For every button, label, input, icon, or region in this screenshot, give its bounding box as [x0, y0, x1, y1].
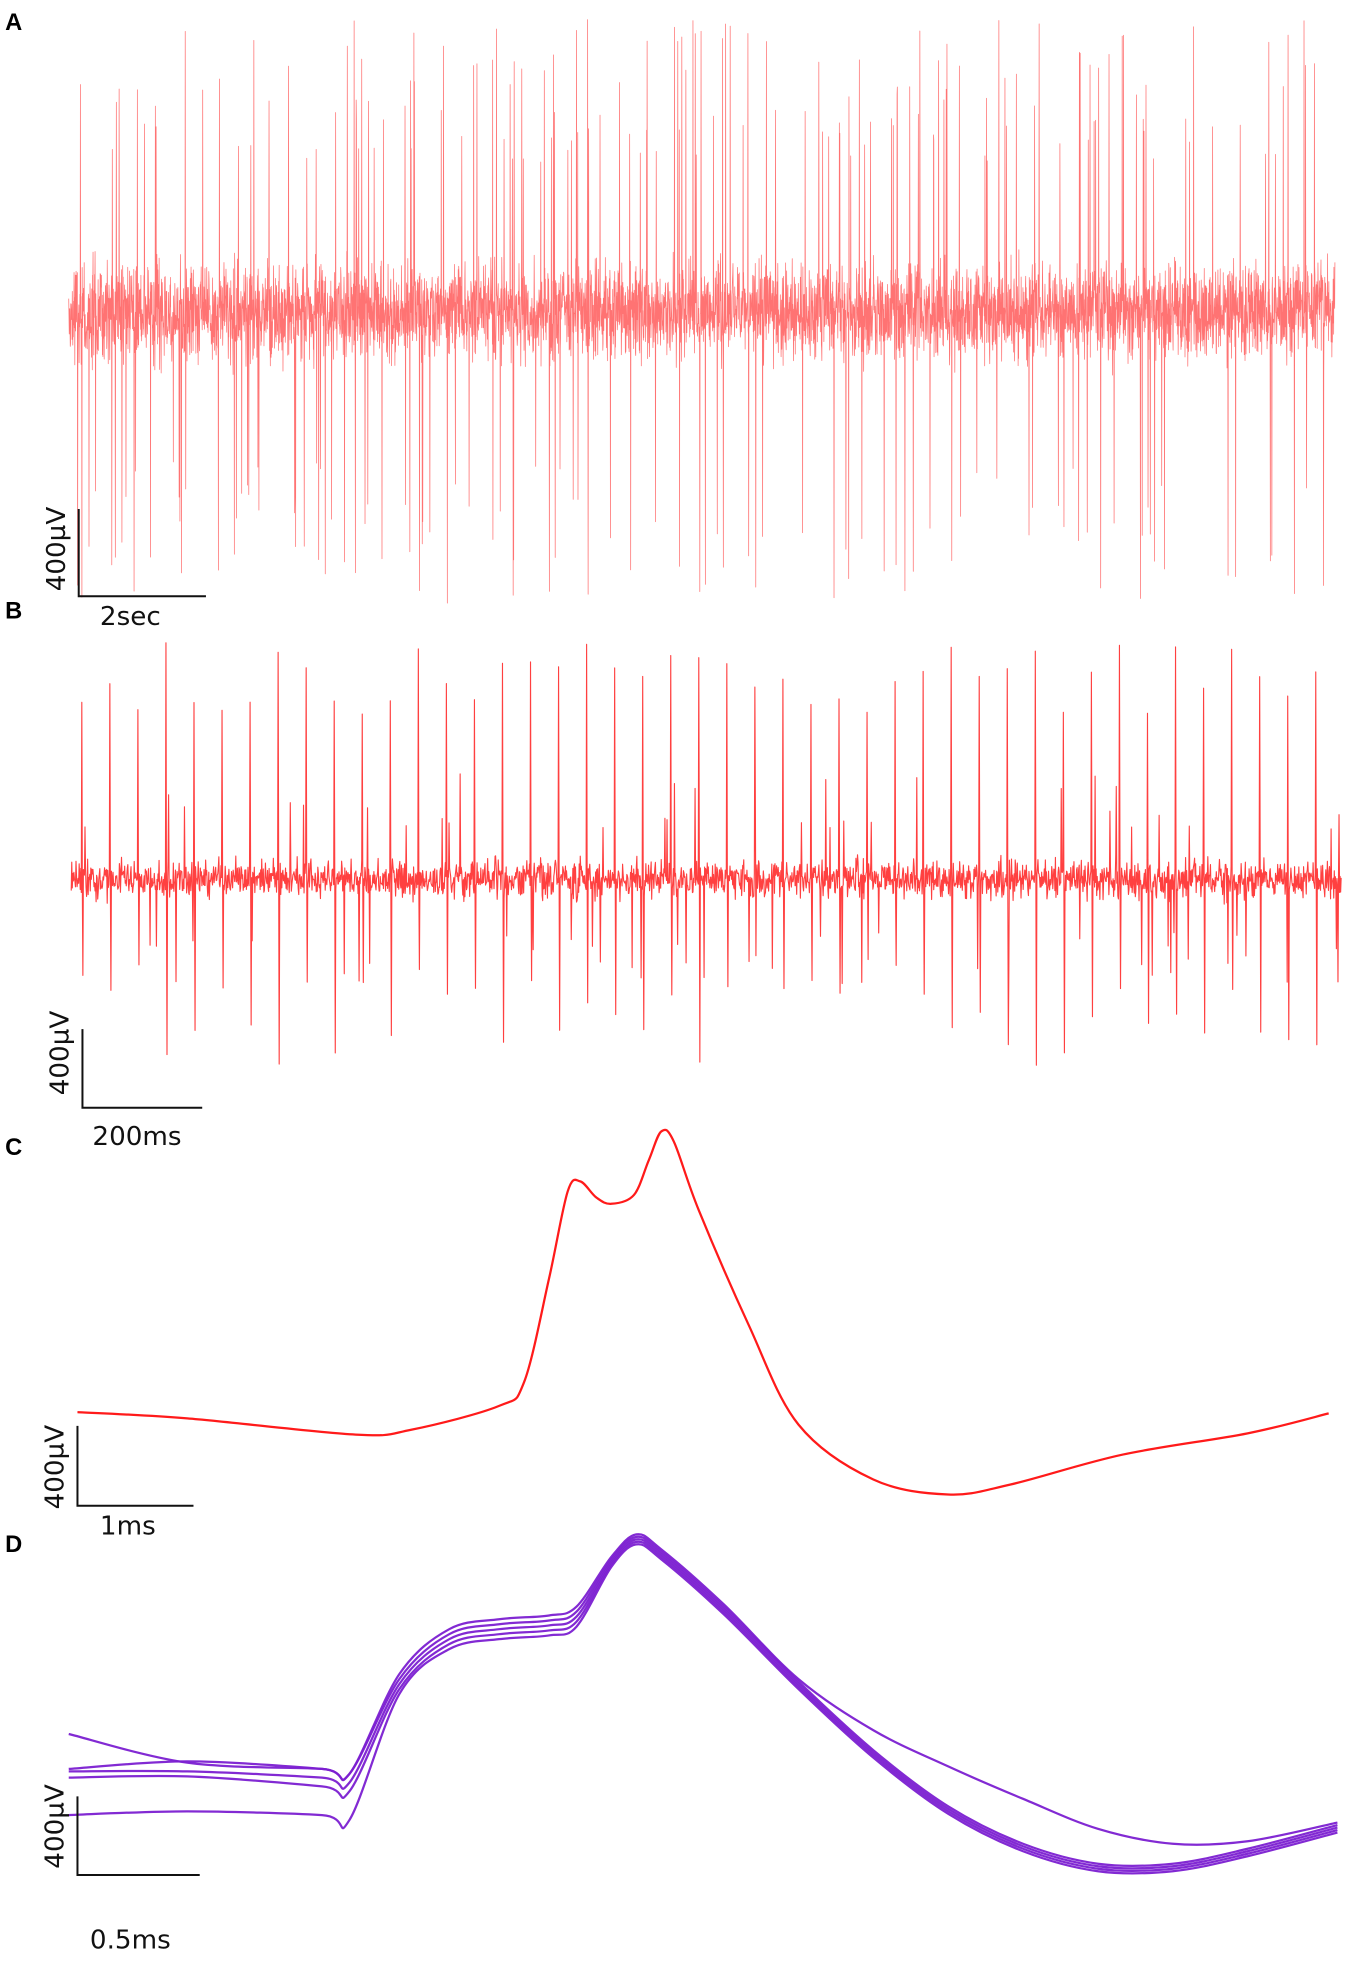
trace: [68, 19, 1336, 604]
scale-x-label: 0.5ms: [90, 1926, 171, 1956]
scale-bar: [77, 508, 206, 598]
trace: [68, 1533, 1338, 1846]
panel-label: D: [5, 1532, 22, 1558]
scale-bar: [76, 1425, 194, 1507]
scale-y-label: 400µV: [46, 1011, 76, 1096]
panel-label: A: [5, 10, 22, 36]
trace: [68, 1543, 1338, 1875]
scale-x-label: 200ms: [92, 1122, 181, 1152]
trace: [68, 1540, 1338, 1873]
scale-x-label: 2sec: [100, 602, 161, 632]
trace: [77, 1128, 1329, 1496]
traces: [68, 19, 1342, 1875]
scale-bar: [76, 1796, 200, 1876]
panel-label: B: [5, 599, 22, 625]
scale-bar: [81, 1029, 203, 1109]
trace: [70, 642, 1342, 1066]
panel-label: C: [5, 1135, 22, 1161]
scale-y-label: 400µV: [41, 1425, 71, 1510]
trace: [68, 1538, 1338, 1870]
trace: [68, 1535, 1338, 1868]
scale-y-label: 400µV: [41, 1784, 71, 1869]
scale-x-label: 1ms: [100, 1511, 156, 1541]
scale-y-label: 400µV: [42, 507, 72, 592]
